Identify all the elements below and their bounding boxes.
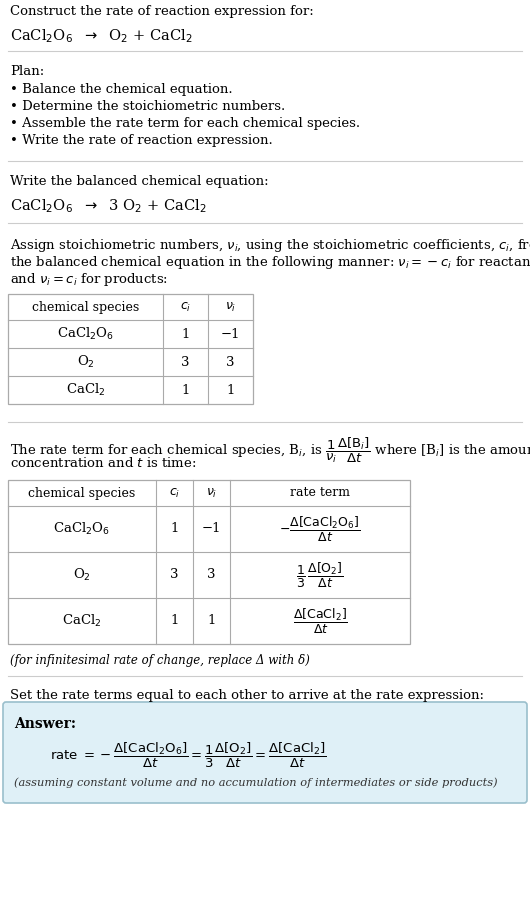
Text: CaCl$_2$O$_6$  $\rightarrow$  3 O$_2$ + CaCl$_2$: CaCl$_2$O$_6$ $\rightarrow$ 3 O$_2$ + Ca… bbox=[10, 197, 207, 215]
Text: Write the balanced chemical equation:: Write the balanced chemical equation: bbox=[10, 175, 269, 188]
Text: $\dfrac{1}{3}\,\dfrac{\Delta[\mathrm{O_2}]}{\Delta t}$: $\dfrac{1}{3}\,\dfrac{\Delta[\mathrm{O_2… bbox=[296, 561, 344, 590]
Text: −1: −1 bbox=[221, 328, 240, 340]
Text: Set the rate terms equal to each other to arrive at the rate expression:: Set the rate terms equal to each other t… bbox=[10, 689, 484, 702]
Text: 1: 1 bbox=[181, 383, 190, 397]
Text: CaCl$_2$O$_6$  $\rightarrow$  O$_2$ + CaCl$_2$: CaCl$_2$O$_6$ $\rightarrow$ O$_2$ + CaCl… bbox=[10, 27, 192, 45]
Text: • Balance the chemical equation.: • Balance the chemical equation. bbox=[10, 83, 233, 96]
Text: CaCl$_2$O$_6$: CaCl$_2$O$_6$ bbox=[54, 521, 111, 537]
Text: CaCl$_2$: CaCl$_2$ bbox=[66, 382, 105, 398]
Text: 3: 3 bbox=[207, 569, 216, 581]
Text: • Assemble the rate term for each chemical species.: • Assemble the rate term for each chemic… bbox=[10, 117, 360, 130]
Text: and $\nu_i = c_i$ for products:: and $\nu_i = c_i$ for products: bbox=[10, 271, 168, 288]
Text: The rate term for each chemical species, B$_i$, is $\dfrac{1}{\nu_i}\dfrac{\Delt: The rate term for each chemical species,… bbox=[10, 436, 530, 465]
Text: (for infinitesimal rate of change, replace Δ with δ): (for infinitesimal rate of change, repla… bbox=[10, 654, 310, 667]
Text: O$_2$: O$_2$ bbox=[73, 567, 91, 583]
Bar bbox=[8, 480, 410, 644]
Text: chemical species: chemical species bbox=[32, 300, 139, 314]
Text: 1: 1 bbox=[170, 614, 179, 628]
Text: $c_i$: $c_i$ bbox=[169, 487, 180, 500]
Text: 3: 3 bbox=[181, 356, 190, 369]
Text: $\nu_i$: $\nu_i$ bbox=[206, 487, 217, 500]
Text: Construct the rate of reaction expression for:: Construct the rate of reaction expressio… bbox=[10, 5, 314, 18]
Text: $\nu_i$: $\nu_i$ bbox=[225, 300, 236, 314]
Text: 3: 3 bbox=[226, 356, 235, 369]
Bar bbox=[8, 294, 253, 404]
Text: rate $= -\dfrac{\Delta[\mathrm{CaCl_2O_6}]}{\Delta t} = \dfrac{1}{3}\dfrac{\Delt: rate $= -\dfrac{\Delta[\mathrm{CaCl_2O_6… bbox=[50, 741, 326, 770]
Text: 1: 1 bbox=[226, 383, 235, 397]
Text: • Write the rate of reaction expression.: • Write the rate of reaction expression. bbox=[10, 134, 273, 147]
Text: −1: −1 bbox=[202, 522, 221, 535]
Text: (assuming constant volume and no accumulation of intermediates or side products): (assuming constant volume and no accumul… bbox=[14, 777, 498, 788]
Text: $-\dfrac{\Delta[\mathrm{CaCl_2O_6}]}{\Delta t}$: $-\dfrac{\Delta[\mathrm{CaCl_2O_6}]}{\De… bbox=[279, 514, 360, 543]
Text: 1: 1 bbox=[207, 614, 216, 628]
Text: 3: 3 bbox=[170, 569, 179, 581]
Text: 1: 1 bbox=[170, 522, 179, 535]
Text: Plan:: Plan: bbox=[10, 65, 44, 78]
Text: Assign stoichiometric numbers, $\nu_i$, using the stoichiometric coefficients, $: Assign stoichiometric numbers, $\nu_i$, … bbox=[10, 237, 530, 254]
Text: concentration and $t$ is time:: concentration and $t$ is time: bbox=[10, 456, 197, 470]
Text: Answer:: Answer: bbox=[14, 717, 76, 731]
Text: CaCl$_2$O$_6$: CaCl$_2$O$_6$ bbox=[57, 326, 114, 342]
Text: $c_i$: $c_i$ bbox=[180, 300, 191, 314]
Text: 1: 1 bbox=[181, 328, 190, 340]
Text: chemical species: chemical species bbox=[29, 487, 136, 500]
FancyBboxPatch shape bbox=[3, 702, 527, 803]
Text: $\dfrac{\Delta[\mathrm{CaCl_2}]}{\Delta t}$: $\dfrac{\Delta[\mathrm{CaCl_2}]}{\Delta … bbox=[293, 606, 348, 635]
Text: • Determine the stoichiometric numbers.: • Determine the stoichiometric numbers. bbox=[10, 100, 285, 113]
Text: CaCl$_2$: CaCl$_2$ bbox=[63, 613, 102, 629]
Text: rate term: rate term bbox=[290, 487, 350, 500]
Text: the balanced chemical equation in the following manner: $\nu_i = -c_i$ for react: the balanced chemical equation in the fo… bbox=[10, 254, 530, 271]
Text: O$_2$: O$_2$ bbox=[76, 354, 94, 370]
